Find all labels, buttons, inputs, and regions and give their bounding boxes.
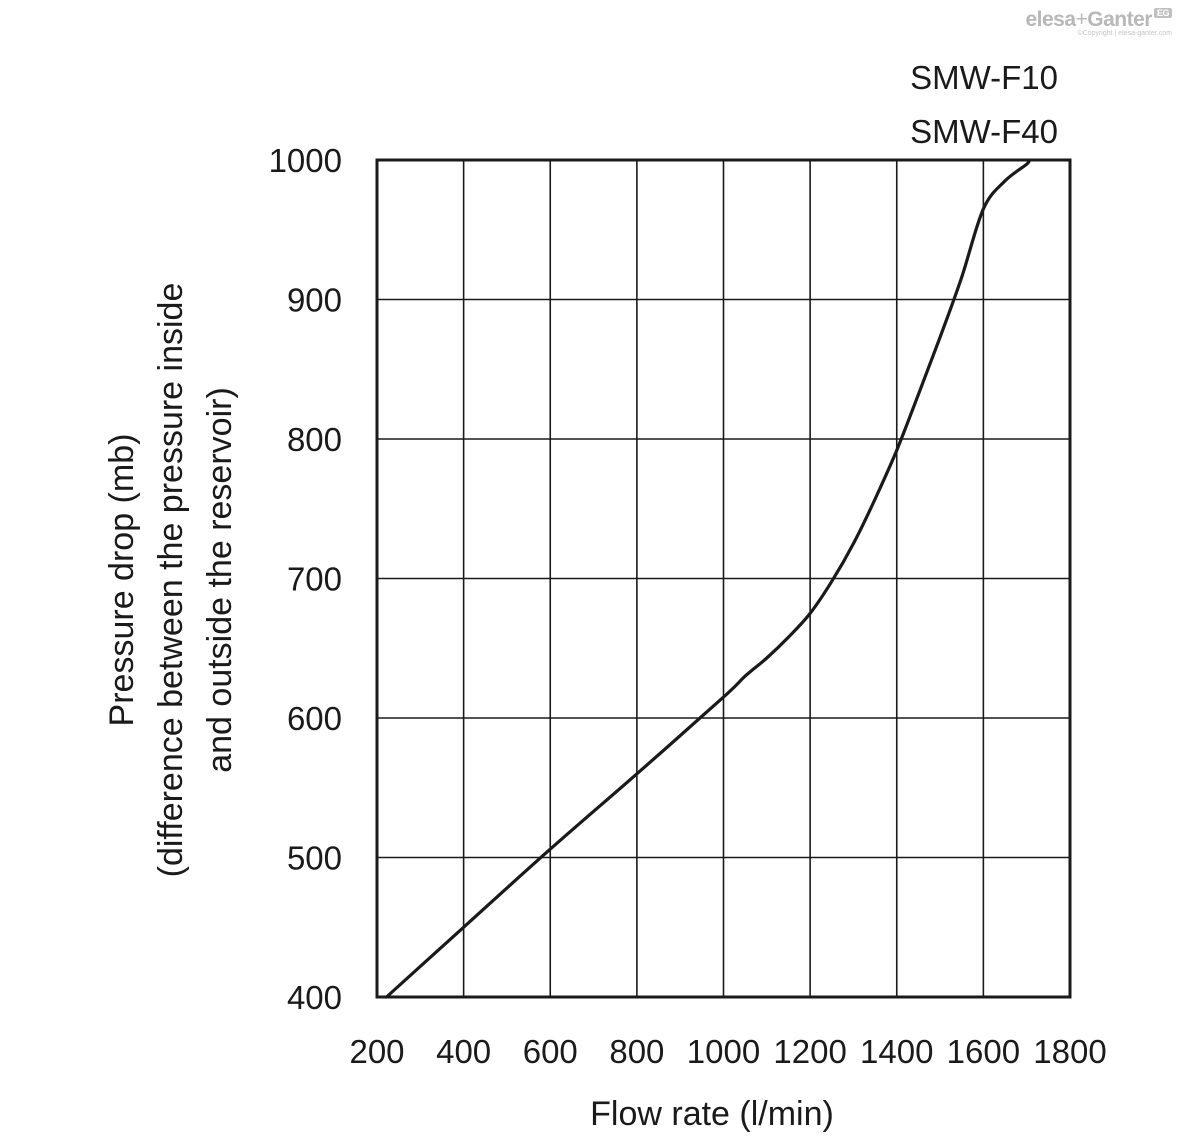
logo-brand-left: elesa [1025, 8, 1076, 31]
x-axis-title: Flow rate (l/min) [590, 1095, 834, 1133]
y-axis-title-line-2: (difference between the pressure inside [152, 283, 190, 878]
y-axis-title-line-1: Pressure drop (mb) [103, 434, 141, 727]
y-tick-label-800: 800 [287, 421, 342, 458]
x-tick-label-1200: 1200 [773, 1033, 846, 1070]
y-tick-label-900: 900 [287, 282, 342, 319]
x-tick-label-600: 600 [523, 1033, 578, 1070]
y-tick-label-600: 600 [287, 700, 342, 737]
y-axis-title: Pressure drop (mb) (difference between t… [103, 283, 239, 878]
chart-grid [376, 159, 1071, 998]
elesa-ganter-logo: elesa+Ganter EG ©Copyright | elesa-ganter… [1025, 8, 1172, 37]
logo-brand-plus: + [1075, 8, 1088, 31]
y-tick-labels: 400 500 600 700 800 900 1000 [269, 142, 342, 1016]
plot-frame [375, 158, 1072, 999]
legend-label-smw-f10: SMW-F10 [910, 59, 1058, 96]
y-axis-title-line-3: and outside the reservoir) [201, 387, 239, 773]
x-tick-labels: 200 400 600 800 1000 1200 1400 1600 1800 [349, 1033, 1106, 1070]
x-tick-label-1600: 1600 [947, 1033, 1020, 1070]
x-tick-label-1400: 1400 [860, 1033, 933, 1070]
series-line [384, 158, 1031, 999]
y-tick-label-400: 400 [287, 979, 342, 1016]
logo-brand-right: Ganter [1087, 8, 1152, 31]
x-tick-label-200: 200 [349, 1033, 404, 1070]
logo-wordmark: elesa+Ganter EG [1025, 8, 1172, 32]
y-tick-label-1000: 1000 [269, 142, 342, 179]
x-tick-label-800: 800 [609, 1033, 664, 1070]
legend-label-smw-f40: SMW-F40 [910, 113, 1058, 150]
logo-copyright: ©Copyright | elesa-ganter.com [1077, 30, 1172, 37]
x-tick-label-400: 400 [436, 1033, 491, 1070]
logo-badge: EG [1153, 8, 1172, 18]
x-tick-label-1000: 1000 [687, 1033, 760, 1070]
x-tick-label-1800: 1800 [1033, 1033, 1106, 1070]
y-tick-label-500: 500 [287, 840, 342, 877]
y-tick-label-700: 700 [287, 561, 342, 598]
